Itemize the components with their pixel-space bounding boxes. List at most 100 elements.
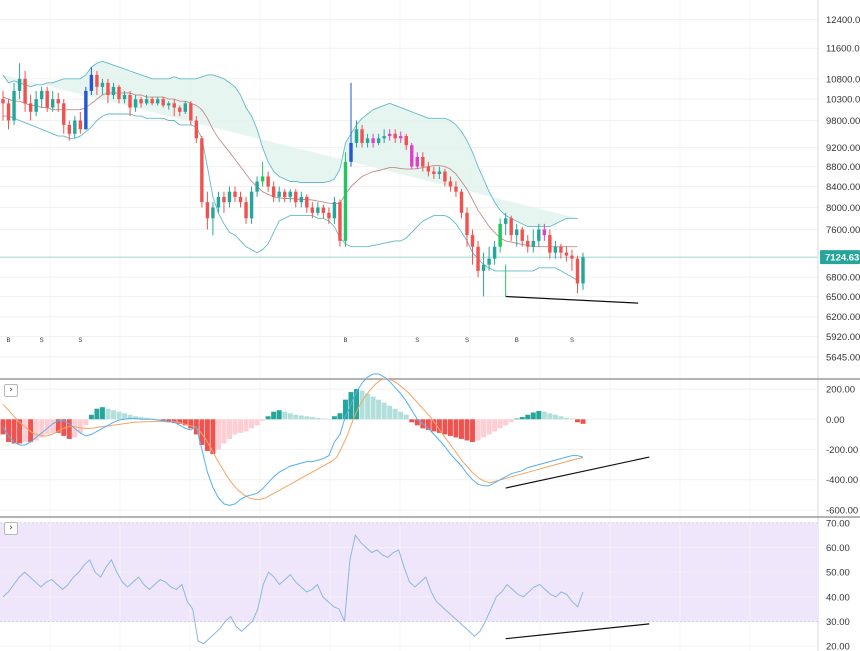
candle (481, 252, 486, 297)
candle-body (454, 186, 458, 192)
candle (526, 235, 530, 253)
candle (316, 202, 320, 216)
candle (189, 101, 193, 125)
macd-histogram-bar (392, 408, 398, 420)
candle (161, 97, 165, 108)
signal-marker: S (415, 338, 419, 344)
candle-body (260, 176, 265, 182)
candle (17, 63, 22, 100)
candle-body (393, 133, 397, 139)
macd-histogram-bar (541, 411, 547, 420)
candle-body (376, 138, 381, 143)
candle (321, 204, 326, 219)
macd-histogram-bar (249, 419, 255, 429)
macd-histogram-bar (376, 399, 382, 420)
candle (310, 202, 315, 219)
candle-body (111, 86, 116, 96)
candle-body (67, 124, 71, 134)
candle-body (205, 202, 210, 219)
candle (211, 202, 215, 236)
candle-body (51, 99, 55, 108)
candle-body (564, 252, 569, 256)
candle-body (327, 212, 331, 219)
macd-histogram-bar (365, 393, 371, 420)
candle-body (465, 212, 469, 236)
candle (520, 226, 524, 247)
y-tick-label: 50.00 (826, 568, 850, 579)
macd-histogram-bar (370, 396, 376, 420)
candle (553, 240, 558, 259)
y-tick-label: -200.00 (826, 445, 858, 456)
macd-histogram-bar (436, 419, 442, 433)
macd-histogram-bar (304, 416, 310, 420)
macd-histogram-bar (77, 419, 83, 433)
macd-histogram-bar (55, 419, 61, 433)
macd-histogram-bar (464, 419, 470, 441)
macd-histogram-bar (342, 399, 348, 420)
candle-body (421, 156, 425, 167)
macd-pane-expand-button[interactable]: › (4, 384, 18, 397)
candle (139, 97, 143, 108)
current-price-tag-bg (820, 250, 860, 265)
macd-histogram-bar (519, 417, 525, 420)
candle-body (399, 136, 403, 139)
candle-body (178, 107, 182, 112)
candle (277, 186, 281, 203)
candle-body (255, 181, 259, 192)
rsi-divergence-line (505, 623, 650, 640)
candle (255, 176, 259, 197)
macd-histogram-bar (287, 413, 293, 420)
signal-marker: B (343, 338, 347, 344)
y-tick-label: 30.00 (826, 617, 850, 628)
candle (459, 189, 464, 219)
candle (128, 90, 132, 117)
candle-body (155, 99, 160, 104)
candle (117, 84, 121, 104)
macd-histogram-bar (83, 419, 89, 426)
y-tick-label: 9200.00 (826, 143, 860, 154)
macd-histogram-bar (166, 419, 172, 423)
macd-histogram-bar (39, 419, 45, 438)
macd-histogram-bar (17, 419, 23, 444)
macd-histogram-bar (558, 416, 564, 420)
y-tick-label: 11600.00 (826, 44, 860, 55)
candle (371, 133, 375, 148)
macd-axis: 200.00 0.00 -200.00 -400.00 -600.00 (826, 385, 858, 517)
candle-body (426, 166, 431, 172)
candle-body (117, 86, 121, 100)
candle (354, 120, 359, 148)
candle (382, 129, 386, 143)
candle-body (365, 138, 370, 143)
candle (222, 191, 226, 213)
macd-histogram-bar (6, 419, 12, 442)
candle (487, 246, 491, 271)
y-tick-label: 6200.00 (826, 312, 860, 323)
candle-body (200, 138, 204, 203)
candle (332, 196, 337, 224)
macd-histogram-bar (414, 419, 420, 426)
macd-histogram-bar (232, 419, 238, 435)
candle (12, 82, 16, 125)
y-tick-label: 7600.00 (826, 225, 860, 236)
candle-body (161, 99, 165, 106)
macd-histogram-bar (138, 417, 144, 420)
candle (503, 212, 508, 236)
candle (39, 86, 44, 108)
rsi-axis: 70.00 60.00 50.00 40.00 30.00 20.00 (826, 518, 850, 651)
candle (410, 142, 414, 170)
rsi-pane-expand-button[interactable]: › (4, 522, 18, 535)
macd-histogram-bar (238, 419, 244, 433)
candle-body (183, 103, 187, 112)
candle-body (387, 133, 392, 137)
candle-body (28, 103, 33, 112)
candle-body (62, 103, 66, 125)
y-tick-label: 8000.00 (826, 203, 860, 214)
candle-body (448, 181, 453, 187)
signal-marker: B (7, 338, 11, 344)
macd-histogram-bar (525, 414, 531, 420)
candle-body (354, 129, 359, 143)
candle-body (360, 129, 364, 143)
macd-histogram-bar (508, 419, 514, 423)
candle-body (316, 207, 320, 213)
